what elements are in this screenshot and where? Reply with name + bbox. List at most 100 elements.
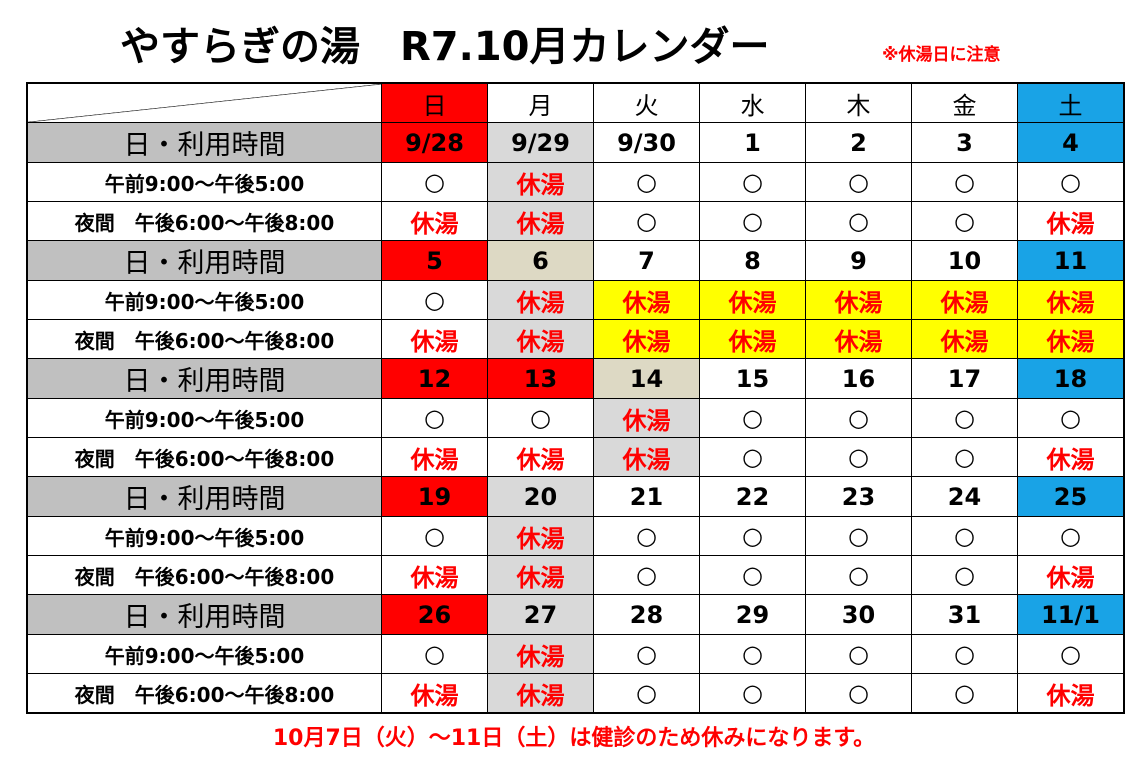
- status-cell: ○: [593, 162, 700, 202]
- status-cell: 休湯: [487, 634, 594, 674]
- day-header: 金: [911, 82, 1018, 123]
- title: やすらぎの湯 R7.10月カレンダー: [120, 24, 770, 70]
- date-cell: 27: [487, 594, 594, 635]
- date-cell: 6: [487, 240, 594, 281]
- status-cell: ○: [593, 516, 700, 556]
- date-cell: 21: [593, 476, 700, 517]
- status-cell: ○: [805, 437, 912, 477]
- date-cell: 13: [487, 358, 594, 399]
- day-header: 日: [381, 82, 488, 123]
- day-header: 水: [699, 82, 806, 123]
- status-cell: ○: [911, 634, 1018, 674]
- hours-row: 午前9:00～午後5:00 ○ ○ 休湯 ○ ○ ○ ○: [26, 398, 1125, 438]
- status-cell: ○: [805, 555, 912, 595]
- status-cell: 休湯: [699, 319, 806, 359]
- status-cell: ○: [593, 673, 700, 714]
- hours-label: 午前9:00～午後5:00: [26, 516, 382, 556]
- status-cell: ○: [699, 634, 806, 674]
- corner-cell: [26, 82, 382, 123]
- hours-row: 午前9:00～午後5:00 ○ 休湯 ○ ○ ○ ○ ○: [26, 162, 1125, 202]
- header-row: 日月火水木金土: [26, 82, 1125, 123]
- hours-row: 夜間 午後6:00～午後8:00 休湯 休湯 休湯 休湯 休湯 休湯 休湯: [26, 319, 1125, 359]
- status-cell: 休湯: [699, 280, 806, 320]
- hours-label: 夜間 午後6:00～午後8:00: [26, 201, 382, 241]
- status-cell: ○: [805, 673, 912, 714]
- status-cell: 休湯: [381, 319, 488, 359]
- status-cell: ○: [381, 162, 488, 202]
- date-cell: 19: [381, 476, 488, 517]
- status-cell: 休湯: [381, 673, 488, 714]
- date-cell: 14: [593, 358, 700, 399]
- status-cell: ○: [381, 398, 488, 438]
- date-cell: 25: [1017, 476, 1125, 517]
- date-cell: 3: [911, 122, 1018, 163]
- status-cell: 休湯: [1017, 673, 1125, 714]
- status-cell: ○: [593, 201, 700, 241]
- status-cell: ○: [699, 555, 806, 595]
- date-cell: 26: [381, 594, 488, 635]
- date-cell: 30: [805, 594, 912, 635]
- hours-label: 午前9:00～午後5:00: [26, 162, 382, 202]
- date-cell: 10: [911, 240, 1018, 281]
- status-cell: ○: [381, 516, 488, 556]
- hours-row: 夜間 午後6:00～午後8:00 休湯 休湯 休湯 ○ ○ ○ 休湯: [26, 437, 1125, 477]
- date-cell: 8: [699, 240, 806, 281]
- hours-row: 午前9:00～午後5:00 ○ 休湯 休湯 休湯 休湯 休湯 休湯: [26, 280, 1125, 320]
- date-cell: 24: [911, 476, 1018, 517]
- date-cell: 15: [699, 358, 806, 399]
- date-row-label: 日・利用時間: [26, 358, 382, 399]
- day-header: 木: [805, 82, 912, 123]
- footer-note: 10月7日（火）～11日（土）は健診のため休みになります。: [272, 726, 876, 751]
- status-cell: ○: [1017, 398, 1125, 438]
- status-cell: 休湯: [487, 319, 594, 359]
- status-cell: 休湯: [1017, 319, 1125, 359]
- hours-label: 夜間 午後6:00～午後8:00: [26, 437, 382, 477]
- date-row: 日・利用時間 26 27 28 29 30 31 11/1: [26, 594, 1125, 635]
- status-cell: 休湯: [381, 555, 488, 595]
- status-cell: ○: [593, 634, 700, 674]
- status-cell: 休湯: [805, 319, 912, 359]
- date-cell: 16: [805, 358, 912, 399]
- date-cell: 1: [699, 122, 806, 163]
- status-cell: ○: [699, 398, 806, 438]
- date-cell: 20: [487, 476, 594, 517]
- date-cell: 11/1: [1017, 594, 1125, 635]
- status-cell: 休湯: [487, 162, 594, 202]
- date-cell: 12: [381, 358, 488, 399]
- day-header: 火: [593, 82, 700, 123]
- status-cell: ○: [911, 437, 1018, 477]
- date-cell: 22: [699, 476, 806, 517]
- status-cell: 休湯: [1017, 555, 1125, 595]
- date-cell: 7: [593, 240, 700, 281]
- status-cell: 休湯: [805, 280, 912, 320]
- status-cell: ○: [699, 516, 806, 556]
- status-cell: 休湯: [593, 280, 700, 320]
- status-cell: ○: [381, 280, 488, 320]
- status-cell: ○: [911, 398, 1018, 438]
- status-cell: 休湯: [487, 280, 594, 320]
- status-cell: ○: [593, 555, 700, 595]
- status-cell: ○: [381, 634, 488, 674]
- hours-row: 夜間 午後6:00～午後8:00 休湯 休湯 ○ ○ ○ ○ 休湯: [26, 201, 1125, 241]
- status-cell: ○: [699, 437, 806, 477]
- status-cell: 休湯: [1017, 201, 1125, 241]
- date-row-label: 日・利用時間: [26, 240, 382, 281]
- hours-row: 夜間 午後6:00～午後8:00 休湯 休湯 ○ ○ ○ ○ 休湯: [26, 673, 1125, 714]
- status-cell: ○: [699, 162, 806, 202]
- status-cell: ○: [1017, 516, 1125, 556]
- date-cell: 5: [381, 240, 488, 281]
- date-row: 日・利用時間 9/28 9/29 9/30 1 2 3 4: [26, 122, 1125, 163]
- status-cell: ○: [911, 201, 1018, 241]
- date-cell: 9/29: [487, 122, 594, 163]
- day-header: 月: [487, 82, 594, 123]
- status-cell: ○: [911, 516, 1018, 556]
- status-cell: 休湯: [487, 437, 594, 477]
- hours-label: 午前9:00～午後5:00: [26, 280, 382, 320]
- calendar-table: 日月火水木金土日・利用時間 9/28 9/29 9/30 1 2 3 4 午前9:00～午後5:…: [26, 82, 1125, 714]
- day-header: 土: [1017, 82, 1125, 123]
- date-row-label: 日・利用時間: [26, 476, 382, 517]
- status-cell: ○: [911, 673, 1018, 714]
- status-cell: 休湯: [381, 201, 488, 241]
- status-cell: ○: [805, 634, 912, 674]
